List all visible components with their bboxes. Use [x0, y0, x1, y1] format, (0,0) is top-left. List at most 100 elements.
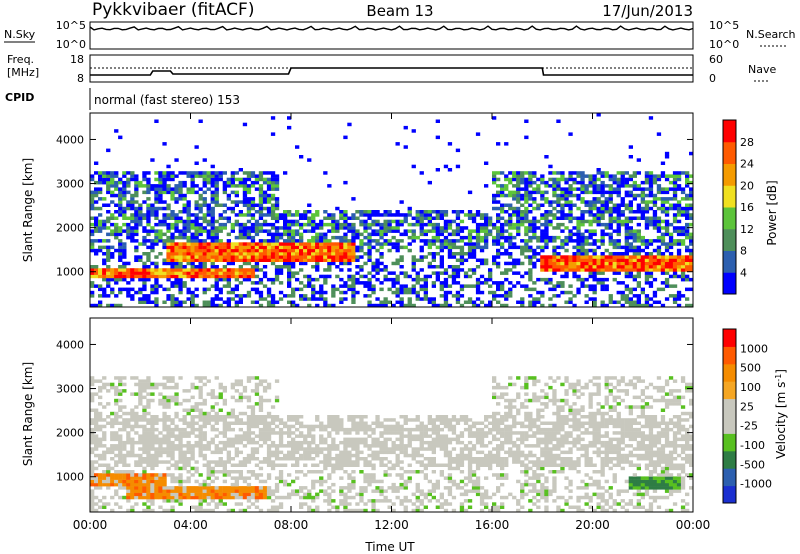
heatmap-cell [150, 473, 155, 477]
heatmap-cell [492, 197, 497, 201]
heatmap-cell [226, 258, 231, 262]
heatmap-cell [134, 206, 139, 211]
heatmap-cell [528, 222, 533, 227]
heatmap-cell [242, 489, 248, 493]
heatmap-cell [568, 187, 573, 191]
heatmap-cell [295, 242, 300, 246]
heatmap-cell [226, 508, 231, 513]
heatmap-cell [242, 434, 248, 438]
heatmap-cell [435, 265, 440, 269]
heatmap-cell [166, 492, 171, 497]
heatmap-cell [230, 177, 235, 182]
heatmap-cell [90, 248, 95, 253]
heatmap-cell [375, 277, 380, 282]
heatmap-cell [295, 255, 300, 259]
heatmap-cell [250, 453, 256, 458]
heatmap-cell [431, 252, 436, 256]
heatmap-cell [274, 235, 280, 240]
heatmap-cell [608, 265, 613, 269]
heatmap-cell [138, 486, 143, 490]
heatmap-cell [419, 210, 424, 214]
heatmap-cell [600, 229, 605, 233]
heatmap-cell [178, 502, 183, 506]
heatmap-cell [90, 427, 95, 432]
heatmap-cell [685, 303, 690, 308]
heatmap-cell [508, 177, 513, 182]
heatmap-cell [262, 284, 268, 288]
heatmap-cell [266, 508, 272, 513]
heatmap-cell [319, 248, 324, 253]
heatmap-cell [307, 457, 312, 461]
heatmap-cell [500, 242, 505, 246]
heatmap-cell [508, 294, 513, 298]
heatmap-cell [122, 411, 127, 416]
heatmap-cell [126, 290, 131, 295]
heatmap-cell [540, 229, 545, 233]
heatmap-cell [238, 470, 243, 474]
heatmap-cell [106, 402, 111, 406]
heatmap-cell [226, 492, 231, 497]
heatmap-cell [431, 271, 436, 275]
heatmap-cell [170, 284, 175, 288]
heatmap-cell [672, 213, 678, 217]
heatmap-cell [198, 242, 203, 246]
heatmap-cell [206, 213, 211, 217]
heatmap-cell [548, 261, 553, 266]
heatmap-cell [198, 258, 203, 262]
heatmap-cell [198, 210, 203, 214]
heatmap-cell [492, 171, 497, 175]
heatmap-cell [291, 424, 296, 429]
heatmap-cell [335, 421, 340, 425]
heatmap-cell [656, 226, 662, 230]
heatmap-cell [536, 277, 541, 282]
heatmap-cell [190, 495, 195, 500]
heatmap-cell [327, 248, 332, 253]
heatmap-cell [556, 119, 561, 123]
heatmap-cell [295, 444, 300, 448]
heatmap-cell [118, 421, 123, 425]
heatmap-cell [170, 421, 175, 425]
heatmap-cell [600, 265, 605, 269]
heatmap-cell [194, 492, 199, 497]
heatmap-cell [295, 415, 300, 419]
heatmap-cell [668, 239, 674, 243]
heatmap-cell [508, 245, 513, 250]
heatmap-cell [600, 255, 605, 259]
heatmap-cell [644, 297, 650, 301]
heatmap-cell [327, 450, 332, 455]
heatmap-cell [270, 203, 276, 207]
heatmap-cell [110, 177, 115, 182]
heatmap-cell [206, 248, 211, 253]
heatmap-cell [258, 508, 264, 513]
heatmap-cell [90, 505, 95, 509]
heatmap-cell [407, 235, 412, 240]
heatmap-cell [150, 492, 155, 497]
heatmap-cell [676, 213, 682, 217]
heatmap-cell [556, 284, 561, 288]
heatmap-cell [238, 450, 243, 455]
heatmap-cell [210, 232, 215, 237]
heatmap-cell [311, 248, 316, 253]
heatmap-cell [319, 252, 324, 256]
heatmap-cell [258, 197, 264, 201]
heatmap-cell [250, 184, 256, 188]
heatmap-cell [484, 277, 489, 282]
heatmap-cell [174, 489, 179, 493]
heatmap-cell [451, 274, 457, 279]
heatmap-cell [90, 398, 95, 403]
heatmap-cell [162, 171, 167, 175]
heatmap-cell [182, 479, 187, 484]
heatmap-cell [182, 252, 187, 256]
heatmap-cell [106, 148, 111, 153]
heatmap-cell [616, 261, 621, 266]
heatmap-cell [246, 219, 252, 224]
heatmap-cell [624, 287, 629, 292]
heatmap-cell [218, 431, 223, 435]
heatmap-cell [351, 463, 356, 467]
heatmap-cell [274, 239, 280, 243]
heatmap-cell [624, 297, 629, 301]
heatmap-cell [335, 248, 340, 253]
heatmap-cell [114, 402, 119, 406]
noise-tick-high-left: 10^5 [56, 19, 86, 32]
heatmap-cell [516, 281, 521, 285]
